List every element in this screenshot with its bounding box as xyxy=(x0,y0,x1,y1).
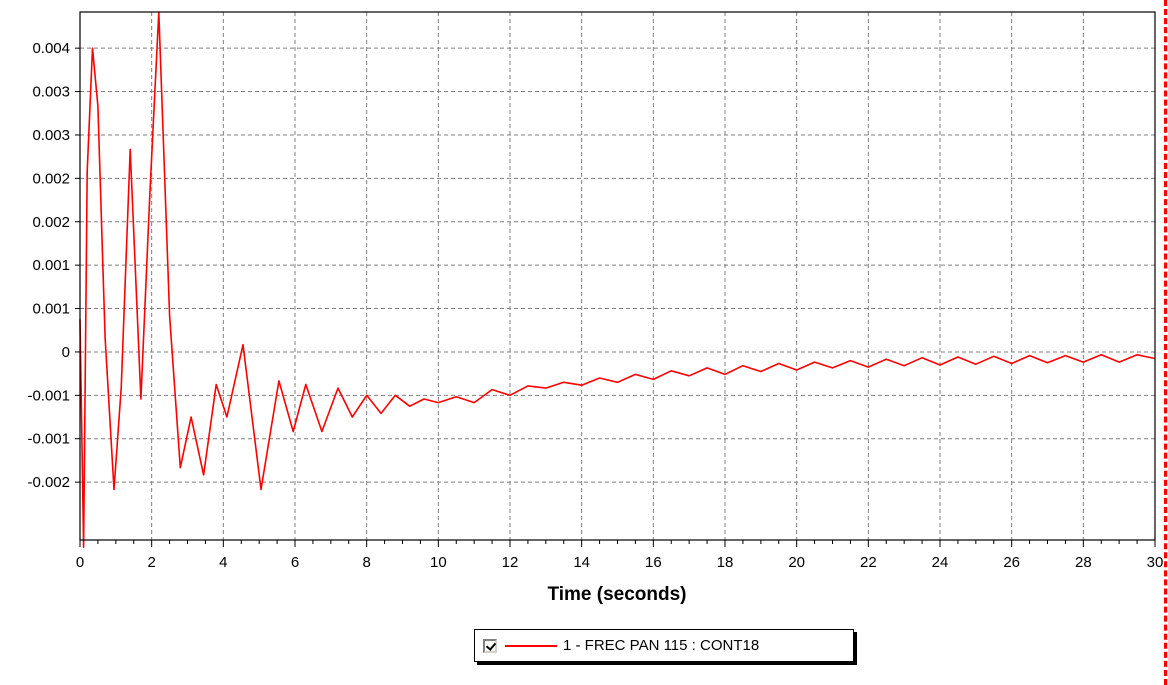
x-tick-label: 14 xyxy=(573,554,590,571)
plot-border xyxy=(79,11,1156,541)
legend-checkbox[interactable] xyxy=(483,638,497,653)
y-tick-label: 0.003 xyxy=(32,84,70,101)
x-tick-label: 16 xyxy=(645,554,662,571)
x-tick-label: 30 xyxy=(1147,554,1164,571)
y-tick-label: -0.002 xyxy=(27,474,70,491)
x-tick-label: 20 xyxy=(788,554,805,571)
x-tick-label: 8 xyxy=(362,554,370,571)
x-tick-label: 0 xyxy=(76,554,84,571)
x-tick-label: 6 xyxy=(291,554,299,571)
y-tick-label: 0 xyxy=(62,344,70,361)
x-tick-label: 18 xyxy=(717,554,734,571)
series-line xyxy=(79,11,1156,549)
y-tick-label: -0.001 xyxy=(27,431,70,448)
grid xyxy=(80,12,1155,540)
x-tick-label: 22 xyxy=(860,554,877,571)
y-tick-label: 0.002 xyxy=(32,170,70,187)
plot-area xyxy=(80,12,1155,540)
legend-series-label: 1 - FREC PAN 115 : CONT18 xyxy=(563,637,760,654)
y-tick-label: 0.001 xyxy=(32,301,70,318)
dashed-divider xyxy=(1164,0,1167,685)
x-axis-ticks: 0 2 4 6 8 10 12 14 16 18 20 22 24 26 28 30 xyxy=(76,540,1164,571)
y-tick-label: 0.001 xyxy=(32,257,70,274)
y-tick-label: 0.004 xyxy=(32,40,70,57)
y-tick-label: -0.001 xyxy=(27,387,70,404)
legend: 1 - FREC PAN 115 : CONT18 xyxy=(474,629,854,662)
x-tick-label: 28 xyxy=(1075,554,1092,571)
x-tick-label: 4 xyxy=(219,554,227,571)
x-tick-label: 24 xyxy=(932,554,949,571)
y-axis-ticks: 0.004 0.003 0.003 0.002 0.002 0.001 0.001 0 -0.0… xyxy=(27,40,80,491)
x-tick-label: 26 xyxy=(1003,554,1020,571)
x-axis-label: Time (seconds) xyxy=(547,584,686,605)
x-tick-label: 10 xyxy=(430,554,447,571)
x-tick-label: 12 xyxy=(502,554,519,571)
legend-line-swatch xyxy=(505,644,557,647)
y-tick-label: 0.003 xyxy=(32,127,70,144)
x-tick-label: 2 xyxy=(147,554,155,571)
y-tick-label: 0.002 xyxy=(32,214,70,231)
